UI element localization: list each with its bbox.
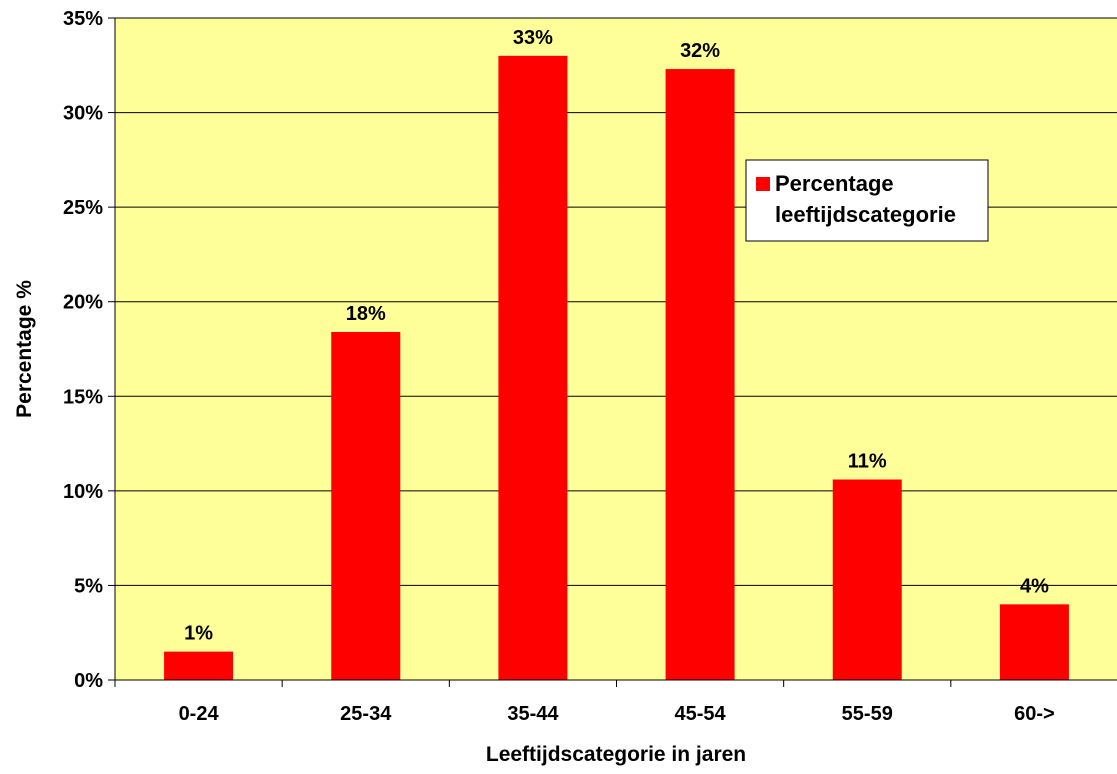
- y-tick-label: 20%: [63, 292, 103, 314]
- gridlines: [115, 17, 1117, 586]
- data-labels: 1% 18% 33% 32% 11% 4%: [184, 27, 1049, 645]
- y-tick-label: 5%: [74, 575, 103, 597]
- plot-area: [115, 18, 1117, 680]
- y-tick-label: 10%: [63, 481, 103, 503]
- y-tick-labels: 0% 5% 10% 15% 20% 25% 30% 35%: [63, 8, 103, 692]
- bar: [999, 604, 1069, 680]
- bar: [832, 479, 902, 680]
- legend-box: [745, 159, 989, 242]
- y-axis-title: Percentage %: [13, 280, 36, 418]
- bar: [164, 651, 234, 680]
- legend-label-line-1: Percentage: [775, 171, 894, 196]
- bar-data-label: 33%: [513, 27, 553, 49]
- legend-label-line-2: leeftijdscategorie: [775, 202, 956, 227]
- x-tick-label: 35-44: [507, 703, 559, 725]
- bar-data-label: 18%: [346, 303, 386, 325]
- x-tick-label: 25-34: [340, 703, 392, 725]
- y-tick-label: 0%: [74, 670, 103, 692]
- y-tick-label: 35%: [63, 8, 103, 30]
- axes: [108, 17, 1117, 687]
- bar: [498, 55, 568, 681]
- x-axis-title: Leeftijdscategorie in jaren: [486, 743, 746, 766]
- x-tick-labels: 0-24 25-34 35-44 45-54 55-59 60->: [179, 703, 1055, 725]
- bar-data-label: 11%: [848, 451, 887, 473]
- legend: Percentage leeftijdscategorie: [745, 159, 989, 242]
- y-tick-label: 15%: [63, 386, 103, 408]
- bars: [164, 55, 1069, 681]
- bar-data-label: 4%: [1020, 575, 1049, 597]
- x-tick-label: 55-59: [842, 703, 893, 725]
- y-tick-label: 30%: [63, 103, 103, 125]
- legend-swatch: [756, 177, 770, 191]
- x-tick-label: 45-54: [675, 703, 727, 725]
- x-tick-label: 0-24: [179, 703, 220, 725]
- y-tick-label: 25%: [63, 197, 103, 219]
- bar-data-label: 1%: [184, 623, 213, 645]
- bar: [665, 69, 735, 680]
- bar: [331, 331, 401, 680]
- bar-data-label: 32%: [680, 40, 720, 62]
- x-tick-label: 60->: [1014, 703, 1055, 725]
